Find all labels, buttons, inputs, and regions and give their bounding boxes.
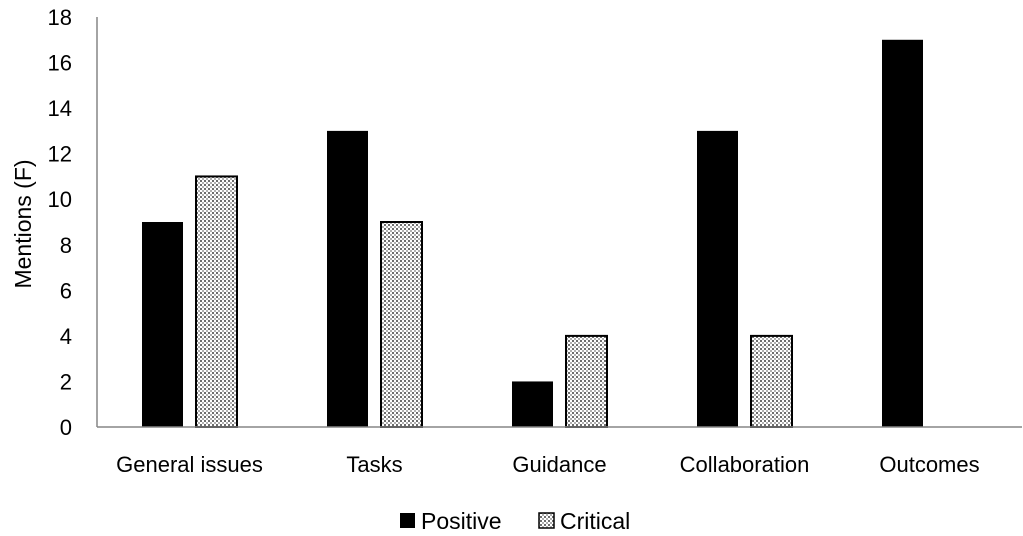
y-tick-label: 6 [60, 278, 72, 303]
y-tick-labels: 0 2 4 6 8 10 12 14 16 18 [48, 5, 72, 440]
y-axis-title: Mentions (F) [10, 159, 36, 288]
y-tick-label: 4 [60, 324, 72, 349]
x-tick-label: Guidance [512, 452, 606, 477]
bar-critical-general-issues [195, 175, 238, 428]
x-tick-labels: General issues Tasks Guidance Collaboration… [116, 452, 980, 477]
x-tick-label: Tasks [346, 452, 402, 477]
axes [96, 17, 1022, 428]
bar-positive-guidance [512, 381, 553, 427]
y-tick-label: 14 [48, 96, 72, 121]
bar-critical-guidance [565, 334, 608, 428]
legend-label-positive: Positive [421, 508, 502, 534]
bar-positive-tasks [327, 130, 368, 427]
x-tick-label: Collaboration [680, 452, 810, 477]
y-tick-label: 2 [60, 369, 72, 394]
y-tick-label: 8 [60, 233, 72, 258]
y-tick-label: 16 [48, 51, 72, 76]
y-tick-label: 12 [48, 142, 72, 167]
x-tick-label: Outcomes [879, 452, 979, 477]
bar-positive-collaboration [697, 130, 738, 427]
legend-label-critical: Critical [560, 508, 630, 534]
bar-critical-collaboration [750, 334, 793, 428]
y-tick-label: 0 [60, 415, 72, 440]
legend: Positive Critical [400, 508, 630, 534]
legend-swatch-positive [400, 513, 415, 528]
y-tick-label: 10 [48, 187, 72, 212]
y-tick-label: 18 [48, 5, 72, 30]
bars [142, 39, 923, 428]
bar-critical-tasks [380, 221, 423, 428]
legend-swatch-critical [538, 512, 555, 529]
x-tick-label: General issues [116, 452, 263, 477]
bar-positive-general-issues [142, 222, 183, 427]
bar-positive-outcomes [882, 39, 923, 428]
